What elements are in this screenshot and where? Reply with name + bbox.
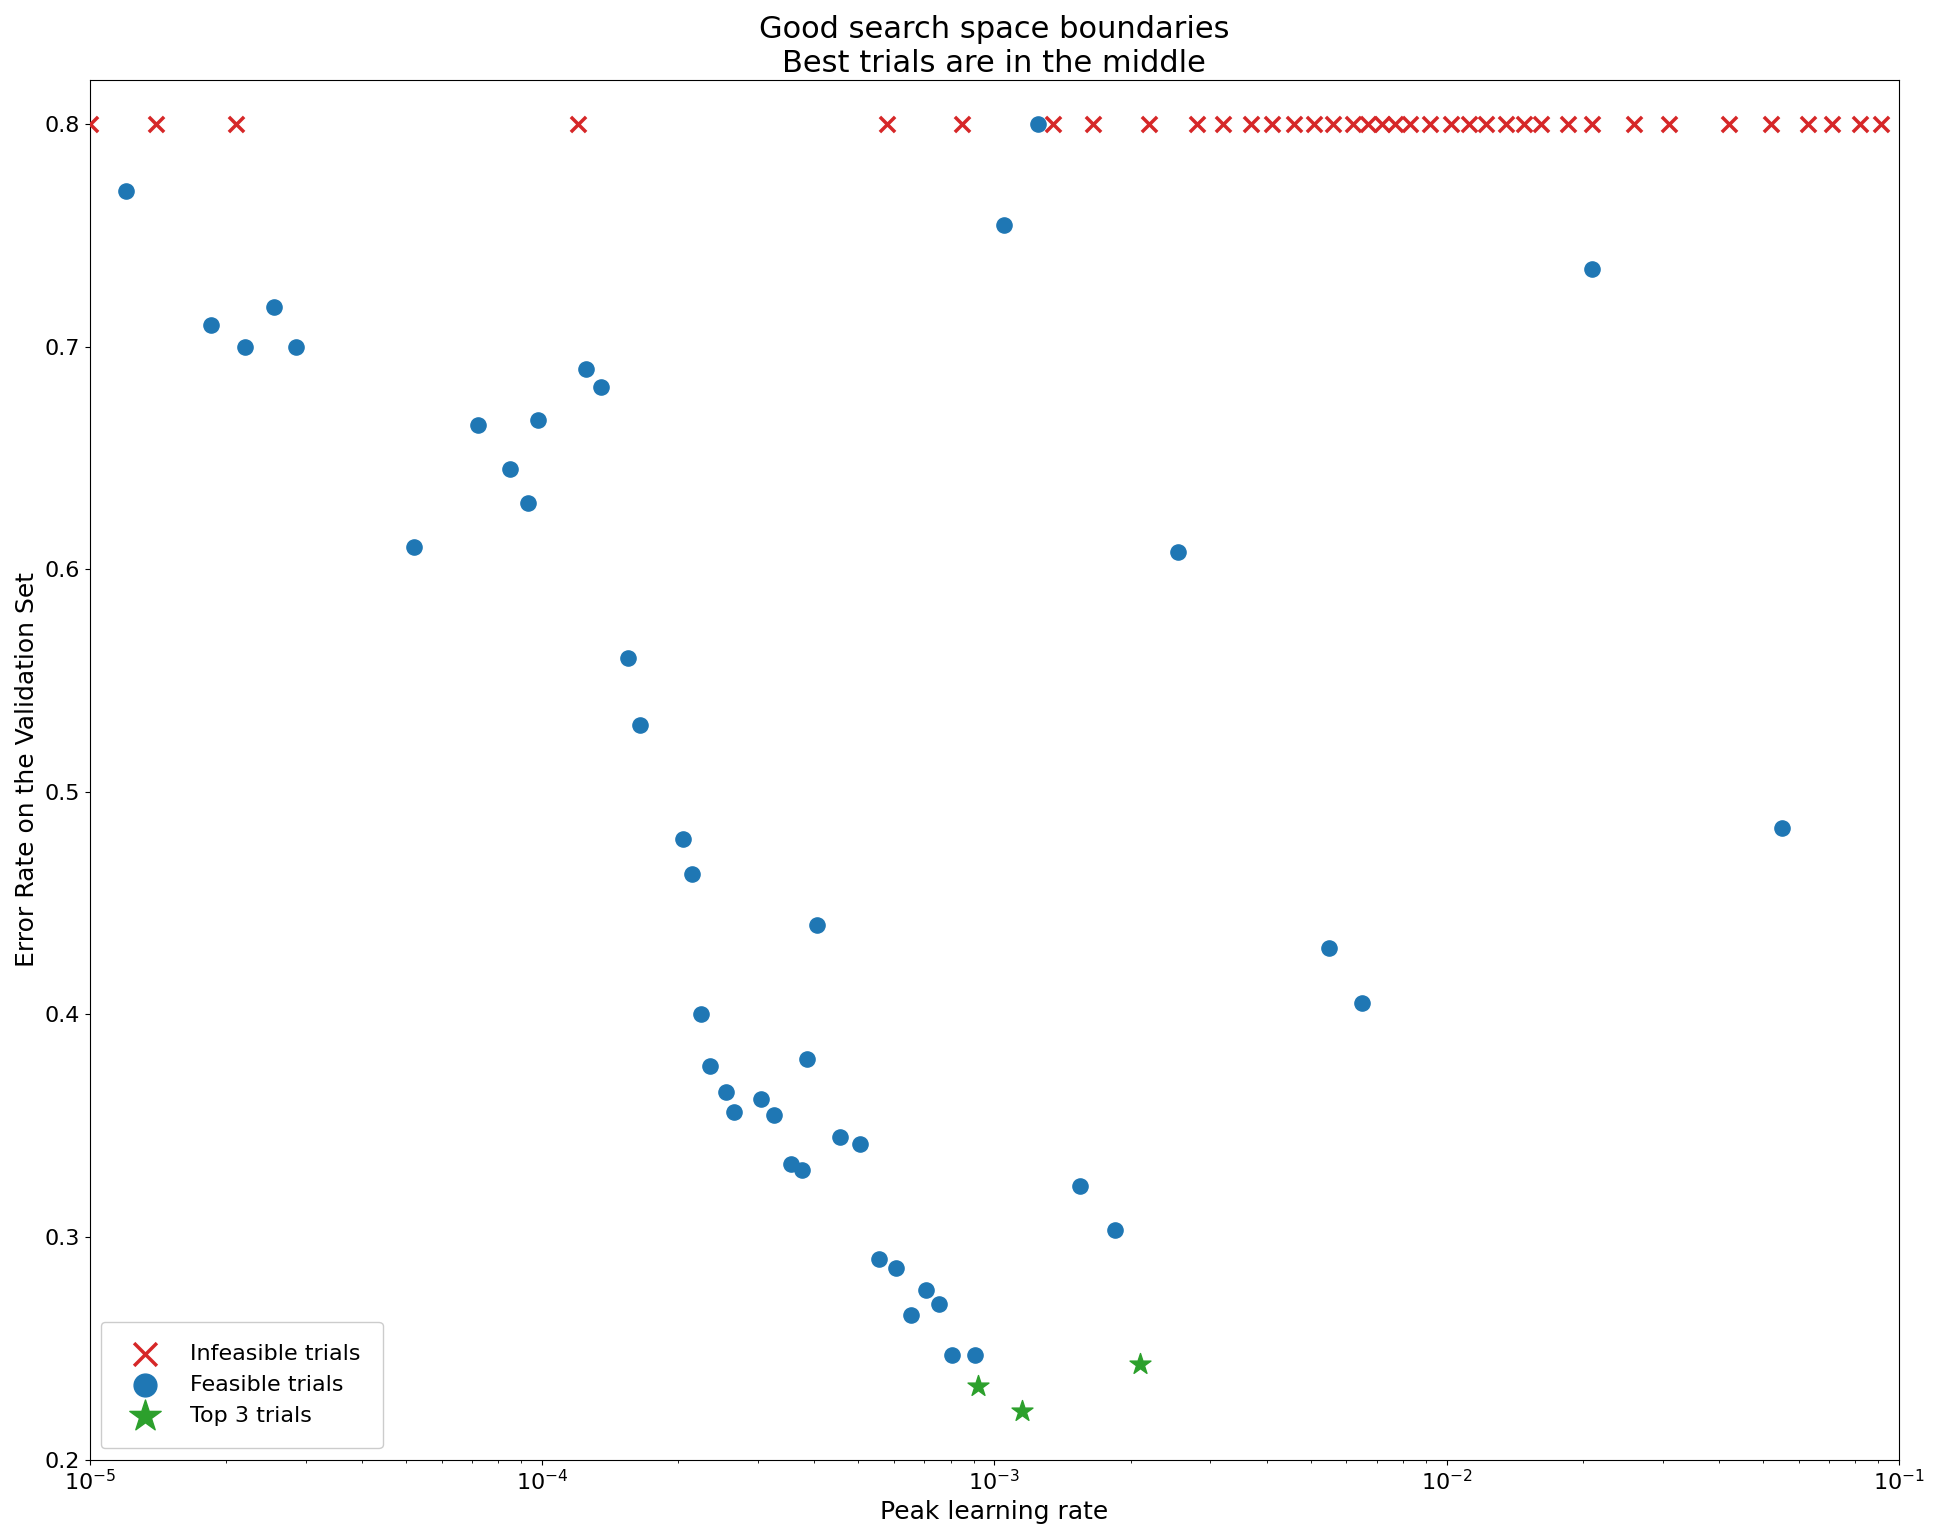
Feasible trials [570, 357, 601, 382]
Feasible trials [801, 913, 832, 937]
Infeasible trials [1526, 112, 1557, 137]
Feasible trials [397, 536, 429, 560]
Top 3 trials [1125, 1351, 1156, 1376]
Feasible trials [843, 1131, 874, 1156]
Feasible trials [937, 1342, 968, 1367]
Infeasible trials [1414, 112, 1445, 137]
Feasible trials [196, 312, 227, 337]
Infeasible trials [1132, 112, 1163, 137]
Infeasible trials [1206, 112, 1237, 137]
Feasible trials [1161, 539, 1192, 563]
Feasible trials [694, 1053, 725, 1077]
Feasible trials [958, 1342, 989, 1367]
Feasible trials [758, 1102, 789, 1127]
Infeasible trials [1379, 112, 1410, 137]
Feasible trials [989, 212, 1020, 237]
Infeasible trials [1489, 112, 1520, 137]
Infeasible trials [871, 112, 902, 137]
Feasible trials [624, 713, 655, 737]
Top 3 trials [1006, 1399, 1037, 1424]
Feasible trials [677, 862, 708, 886]
Feasible trials [745, 1087, 776, 1111]
Infeasible trials [1652, 112, 1683, 137]
Feasible trials [494, 457, 525, 482]
Feasible trials [667, 826, 698, 851]
Infeasible trials [140, 112, 171, 137]
Infeasible trials [1815, 112, 1846, 137]
Infeasible trials [1617, 112, 1648, 137]
Title: Good search space boundaries
Best trials are in the middle: Good search space boundaries Best trials… [758, 15, 1229, 77]
Infeasible trials [1551, 112, 1582, 137]
Feasible trials [229, 334, 260, 359]
Y-axis label: Error Rate on the Validation Set: Error Rate on the Validation Set [16, 573, 39, 966]
Infeasible trials [946, 112, 977, 137]
Infeasible trials [562, 112, 593, 137]
Feasible trials [710, 1080, 741, 1105]
Feasible trials [613, 646, 644, 671]
Feasible trials [717, 1100, 748, 1125]
Infeasible trials [1844, 112, 1875, 137]
X-axis label: Peak learning rate: Peak learning rate [880, 1501, 1107, 1524]
Feasible trials [1313, 936, 1344, 960]
Feasible trials [896, 1302, 927, 1327]
Feasible trials [111, 179, 142, 203]
Feasible trials [1346, 991, 1377, 1016]
Infeasible trials [1076, 112, 1107, 137]
Feasible trials [512, 491, 543, 516]
Infeasible trials [1470, 112, 1501, 137]
Feasible trials [880, 1256, 911, 1280]
Infeasible trials [1863, 112, 1894, 137]
Top 3 trials [962, 1374, 993, 1399]
Infeasible trials [1255, 112, 1286, 137]
Feasible trials [258, 294, 289, 319]
Infeasible trials [1037, 112, 1068, 137]
Infeasible trials [1299, 112, 1330, 137]
Infeasible trials [1394, 112, 1425, 137]
Feasible trials [279, 334, 310, 359]
Feasible trials [686, 1002, 717, 1027]
Feasible trials [586, 374, 617, 399]
Feasible trials [824, 1125, 855, 1150]
Feasible trials [1099, 1217, 1130, 1242]
Feasible trials [1576, 257, 1607, 282]
Legend: Infeasible trials, Feasible trials, Top 3 trials: Infeasible trials, Feasible trials, Top … [101, 1322, 382, 1448]
Infeasible trials [1351, 112, 1383, 137]
Feasible trials [776, 1151, 807, 1176]
Infeasible trials [1365, 112, 1396, 137]
Feasible trials [923, 1291, 954, 1316]
Infeasible trials [1712, 112, 1743, 137]
Infeasible trials [1507, 112, 1538, 137]
Infeasible trials [1317, 112, 1348, 137]
Feasible trials [1764, 816, 1796, 840]
Feasible trials [1065, 1174, 1096, 1199]
Feasible trials [785, 1157, 816, 1182]
Feasible trials [791, 1047, 822, 1071]
Feasible trials [863, 1247, 894, 1271]
Infeasible trials [1755, 112, 1786, 137]
Infeasible trials [1576, 112, 1607, 137]
Feasible trials [461, 412, 493, 437]
Infeasible trials [74, 112, 105, 137]
Infeasible trials [1235, 112, 1266, 137]
Feasible trials [909, 1277, 940, 1302]
Infeasible trials [1336, 112, 1367, 137]
Feasible trials [522, 408, 553, 432]
Infeasible trials [1792, 112, 1823, 137]
Infeasible trials [1452, 112, 1483, 137]
Infeasible trials [1181, 112, 1212, 137]
Infeasible trials [1278, 112, 1309, 137]
Feasible trials [1022, 112, 1053, 137]
Infeasible trials [1435, 112, 1466, 137]
Infeasible trials [219, 112, 250, 137]
